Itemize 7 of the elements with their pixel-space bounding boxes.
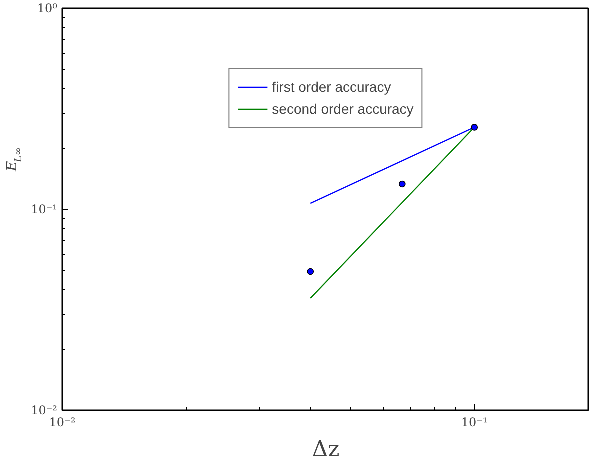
legend-label: first order accuracy xyxy=(272,79,392,95)
legend-label: second order accuracy xyxy=(272,101,414,117)
y-axis-title: EL∞ xyxy=(4,147,24,173)
y-tick-label: 10⁻² xyxy=(31,404,58,418)
y-tick-label: 10⁻¹ xyxy=(31,202,58,216)
x-axis-title: Δz xyxy=(312,438,340,462)
y-tick-label: 10⁰ xyxy=(37,2,58,16)
